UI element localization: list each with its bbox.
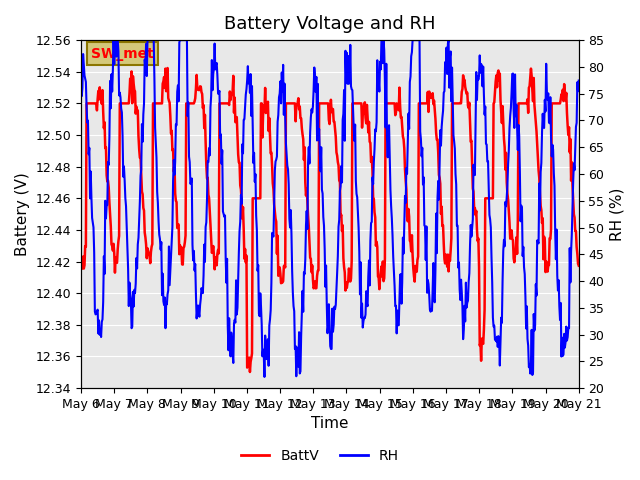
RH <box>189 242 196 248</box>
Line: BattV: BattV <box>81 68 579 372</box>
BattV <box>77 258 85 264</box>
RH <box>138 121 146 127</box>
Y-axis label: RH (%): RH (%) <box>610 187 625 241</box>
RH <box>575 78 582 84</box>
BattV <box>406 238 413 243</box>
RH <box>260 374 268 380</box>
RH <box>86 195 94 201</box>
BattV <box>86 100 94 106</box>
RH <box>215 90 223 96</box>
Y-axis label: Battery (V): Battery (V) <box>15 172 30 256</box>
BattV <box>575 263 582 268</box>
Text: SW_met: SW_met <box>91 47 154 60</box>
BattV <box>189 100 196 106</box>
RH <box>392 303 399 309</box>
BattV <box>138 171 145 177</box>
BattV <box>392 112 399 118</box>
Title: Battery Voltage and RH: Battery Voltage and RH <box>224 15 436 33</box>
RH <box>77 66 85 72</box>
BattV <box>164 65 172 71</box>
RH <box>109 37 117 43</box>
RH <box>406 79 413 85</box>
X-axis label: Time: Time <box>311 417 349 432</box>
Line: RH: RH <box>81 40 579 377</box>
Legend: BattV, RH: BattV, RH <box>236 443 404 468</box>
BattV <box>215 251 223 256</box>
BattV <box>246 369 254 375</box>
